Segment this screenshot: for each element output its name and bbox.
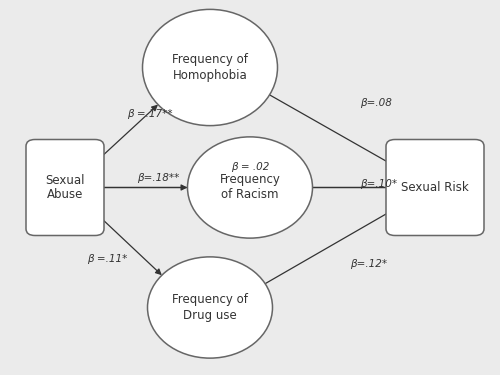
Text: β=.08: β=.08 [360,98,392,108]
Text: β=.12*: β=.12* [350,260,387,269]
Ellipse shape [188,137,312,238]
Text: Sexual
Abuse: Sexual Abuse [45,174,85,201]
Text: β = .02: β = .02 [231,162,269,172]
FancyBboxPatch shape [386,140,484,236]
Text: β =.17**: β =.17** [128,110,173,119]
Text: β=.10*: β=.10* [360,179,397,189]
Ellipse shape [142,9,278,126]
Text: β =.11*: β =.11* [88,254,128,264]
Text: Sexual Risk: Sexual Risk [401,181,469,194]
Text: Frequency of
Drug use: Frequency of Drug use [172,294,248,321]
Ellipse shape [148,257,272,358]
Text: Frequency of
Homophobia: Frequency of Homophobia [172,54,248,81]
Text: Frequency
of Racism: Frequency of Racism [220,174,280,201]
FancyBboxPatch shape [26,140,104,236]
Text: β=.18**: β=.18** [138,173,180,183]
